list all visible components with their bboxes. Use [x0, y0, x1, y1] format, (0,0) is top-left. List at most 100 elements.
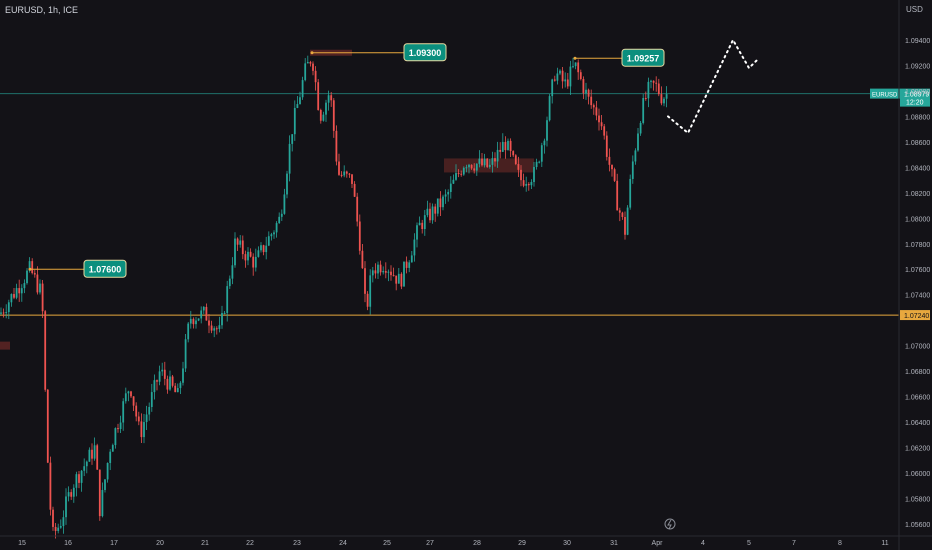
candle-body	[254, 256, 257, 268]
candle-body	[525, 183, 528, 186]
candle-body	[561, 70, 564, 82]
candle-body	[231, 265, 234, 279]
candle-body	[577, 62, 580, 73]
candle-body	[369, 275, 372, 307]
candle-body	[361, 250, 364, 269]
level-tag-label: 1.07240	[904, 313, 929, 320]
candle-body	[429, 208, 431, 221]
candle-body	[366, 293, 369, 307]
candle-body	[161, 369, 164, 372]
y-tick-label: 1.06200	[905, 446, 930, 453]
candle-body	[299, 97, 301, 105]
candle-body	[543, 140, 546, 146]
candle-body	[431, 206, 434, 221]
candle-body	[540, 145, 543, 162]
candle-body	[106, 462, 109, 480]
candle-body	[223, 312, 226, 314]
candle-body	[483, 158, 486, 166]
candle-body	[494, 158, 496, 162]
candle-body	[390, 271, 392, 276]
candle-body	[587, 89, 590, 97]
x-tick-label: 8	[838, 540, 842, 547]
candle-body	[663, 98, 665, 104]
x-tick-label: 16	[64, 540, 72, 547]
candle-body	[267, 236, 270, 246]
y-tick-label: 1.05800	[905, 496, 930, 503]
price-callouts: 1.07600 1.09300 1.09257	[28, 43, 665, 278]
candle-body	[210, 325, 213, 331]
candle-body	[377, 264, 379, 274]
candle-body	[512, 151, 515, 156]
candle-body	[124, 393, 127, 402]
candle-body	[491, 158, 494, 165]
candle-body	[564, 79, 567, 82]
candle-body	[62, 517, 65, 527]
candle-body	[80, 470, 83, 483]
candle-body	[72, 487, 75, 497]
supply-zone-left	[0, 341, 10, 350]
candle-body	[478, 158, 481, 164]
candle-body	[569, 66, 572, 87]
candle-body	[252, 256, 255, 268]
candle-body	[18, 288, 21, 294]
candle-body	[553, 79, 556, 81]
candle-body	[460, 173, 463, 175]
y-tick-label: 1.06800	[905, 369, 930, 376]
candle-body	[83, 466, 86, 471]
candle-body	[5, 312, 8, 314]
candle-body	[171, 376, 174, 386]
candle-body	[598, 115, 600, 123]
lightning-icon[interactable]	[664, 518, 676, 530]
projection-path	[667, 37, 759, 135]
candle-body	[327, 95, 330, 103]
candle-body	[265, 245, 268, 253]
candle-body	[343, 171, 346, 176]
candle-body	[447, 191, 450, 195]
candle-body	[260, 245, 262, 251]
callout-label: 1.09257	[627, 54, 660, 64]
candle-body	[403, 261, 405, 287]
candle-body	[449, 183, 452, 192]
candle-body	[631, 161, 634, 179]
candle-body	[236, 238, 239, 245]
candle-body	[174, 385, 177, 393]
candle-body	[600, 122, 603, 127]
candle-body	[358, 221, 361, 251]
candle-body	[93, 445, 96, 459]
x-tick-label: 27	[426, 540, 434, 547]
candle-body	[291, 134, 294, 144]
candle-body	[405, 261, 408, 268]
candle-body	[163, 369, 166, 379]
candle-body	[293, 107, 296, 135]
candle-body	[535, 161, 538, 167]
candle-body	[608, 156, 611, 165]
candle-body	[54, 526, 57, 531]
price-tag-value: 1.08979	[904, 92, 929, 99]
candle-body	[309, 61, 312, 64]
y-tick-label: 1.09200	[905, 63, 930, 70]
candle-body	[626, 207, 629, 235]
candle-body	[488, 164, 491, 167]
candle-body	[10, 294, 13, 303]
candle-body	[70, 492, 73, 497]
candle-body	[23, 283, 26, 289]
candle-body	[470, 164, 473, 169]
candle-body	[338, 161, 340, 175]
y-tick-label: 1.07600	[905, 267, 930, 274]
candle-body	[182, 368, 184, 383]
candle-body	[213, 328, 216, 331]
candle-body	[345, 171, 348, 174]
y-tick-label: 1.09000	[905, 89, 930, 96]
candle-body	[335, 130, 338, 162]
candle-body	[65, 496, 67, 518]
candle-body	[397, 273, 400, 284]
candle-body	[611, 164, 613, 170]
candle-body	[665, 94, 668, 99]
candle-body	[379, 264, 382, 273]
candle-body	[137, 416, 140, 422]
candle-body	[473, 168, 476, 171]
candle-body	[629, 178, 632, 208]
candle-body	[33, 273, 36, 275]
candle-body	[468, 164, 470, 168]
